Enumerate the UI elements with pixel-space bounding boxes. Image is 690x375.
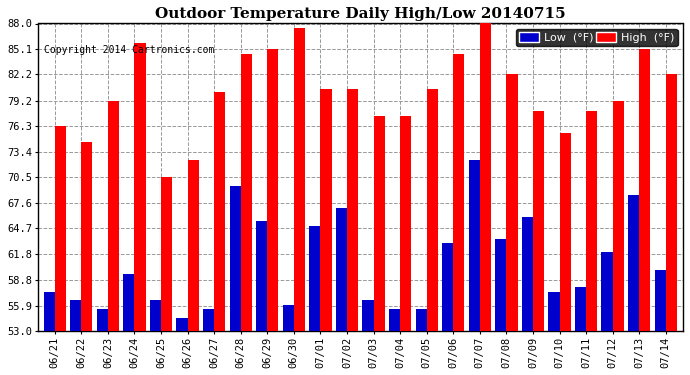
Bar <box>560 134 571 331</box>
Bar <box>575 287 586 331</box>
Bar <box>628 195 639 331</box>
Bar <box>43 292 55 331</box>
Bar <box>586 111 598 331</box>
Bar <box>309 226 320 331</box>
Bar <box>108 101 119 331</box>
Bar <box>150 300 161 331</box>
Bar <box>230 186 241 331</box>
Bar <box>389 309 400 331</box>
Bar <box>283 305 294 331</box>
Bar <box>639 49 651 331</box>
Bar <box>294 28 305 331</box>
Bar <box>522 217 533 331</box>
Bar <box>241 54 252 331</box>
Bar <box>161 177 172 331</box>
Bar <box>415 309 426 331</box>
Bar <box>602 252 613 331</box>
Bar <box>442 243 453 331</box>
Bar <box>362 300 373 331</box>
Bar <box>97 309 108 331</box>
Bar <box>124 274 135 331</box>
Bar <box>55 126 66 331</box>
Bar <box>70 300 81 331</box>
Bar <box>426 90 438 331</box>
Bar <box>495 239 506 331</box>
Bar <box>373 116 385 331</box>
Bar <box>480 24 491 331</box>
Bar <box>655 270 666 331</box>
Title: Outdoor Temperature Daily High/Low 20140715: Outdoor Temperature Daily High/Low 20140… <box>155 7 566 21</box>
Bar <box>400 116 411 331</box>
Bar <box>336 208 347 331</box>
Bar <box>549 292 560 331</box>
Legend: Low  (°F), High  (°F): Low (°F), High (°F) <box>515 29 678 46</box>
Bar <box>135 43 146 331</box>
Bar <box>320 90 332 331</box>
Bar <box>666 75 677 331</box>
Bar <box>267 49 279 331</box>
Bar <box>469 160 480 331</box>
Bar <box>347 90 358 331</box>
Bar <box>256 221 267 331</box>
Bar <box>81 142 92 331</box>
Bar <box>214 92 226 331</box>
Text: Copyright 2014 Cartronics.com: Copyright 2014 Cartronics.com <box>44 45 215 55</box>
Bar <box>203 309 214 331</box>
Bar <box>533 111 544 331</box>
Bar <box>613 101 624 331</box>
Bar <box>453 54 464 331</box>
Bar <box>506 75 518 331</box>
Bar <box>177 318 188 331</box>
Bar <box>188 160 199 331</box>
